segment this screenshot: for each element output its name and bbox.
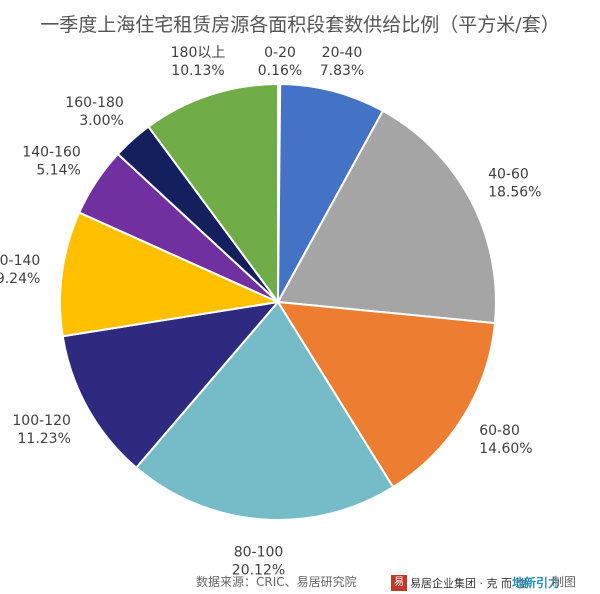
- slice-category-label: 40-60: [488, 167, 529, 183]
- cric-logo-mark: 易: [391, 575, 407, 591]
- slice-category-label: 100-120: [12, 413, 71, 429]
- made-by-label: 制图: [552, 575, 577, 589]
- slice-category-label: 160-180: [65, 95, 124, 111]
- pie-slice-120-140: [59, 211, 282, 338]
- slice-value-label: 20.12%: [232, 562, 285, 578]
- slice-category-label: 80-100: [234, 544, 284, 560]
- pie-slice-180以上: [147, 82, 279, 306]
- cric-logo-text: 易居企业集团 · 克 而 瑞: [410, 577, 527, 590]
- data-source-note: 数据来源：CRIC、易居研究院: [196, 575, 357, 589]
- slice-category-label: 120-140: [0, 253, 40, 269]
- slice-category-label: 140-160: [22, 145, 81, 161]
- pie-labels: 0-20 0.16% 20-40 7.83% 40-60 18.56% 60-80 14.60…: [0, 45, 541, 578]
- slice-value-label: 14.60%: [479, 441, 532, 457]
- slice-value-label: 11.23%: [18, 431, 71, 447]
- slice-value-label: 7.83%: [320, 63, 364, 79]
- slice-value-label: 18.56%: [488, 185, 541, 201]
- cric-logo: 易 易居企业集团 · 克 而 瑞: [391, 575, 526, 591]
- slice-value-label: 5.14%: [36, 163, 80, 179]
- slice-category-label: 60-80: [479, 423, 520, 439]
- pie-slice-20-40: [277, 82, 385, 303]
- slice-value-label: 9.24%: [0, 271, 40, 287]
- slice-value-label: 0.16%: [258, 63, 302, 79]
- slice-category-label: 180以上: [171, 45, 226, 61]
- pie-slice-60-80: [276, 300, 497, 489]
- slice-value-label: 3.00%: [79, 113, 123, 129]
- slice-value-label: 10.13%: [171, 63, 224, 79]
- pie-slice-40-60: [276, 109, 497, 325]
- pie-slice-80-100: [134, 300, 395, 521]
- pie-slices: [59, 82, 497, 521]
- slice-category-label: 0-20: [264, 45, 296, 61]
- slice-category-label: 20-40: [322, 45, 363, 61]
- brand-logo: 地新引力: [512, 576, 561, 590]
- chart-title: 一季度上海住宅租赁房源各面积段套数供给比例（平方米/套）: [40, 14, 560, 36]
- pie-slice-100-120: [61, 300, 281, 470]
